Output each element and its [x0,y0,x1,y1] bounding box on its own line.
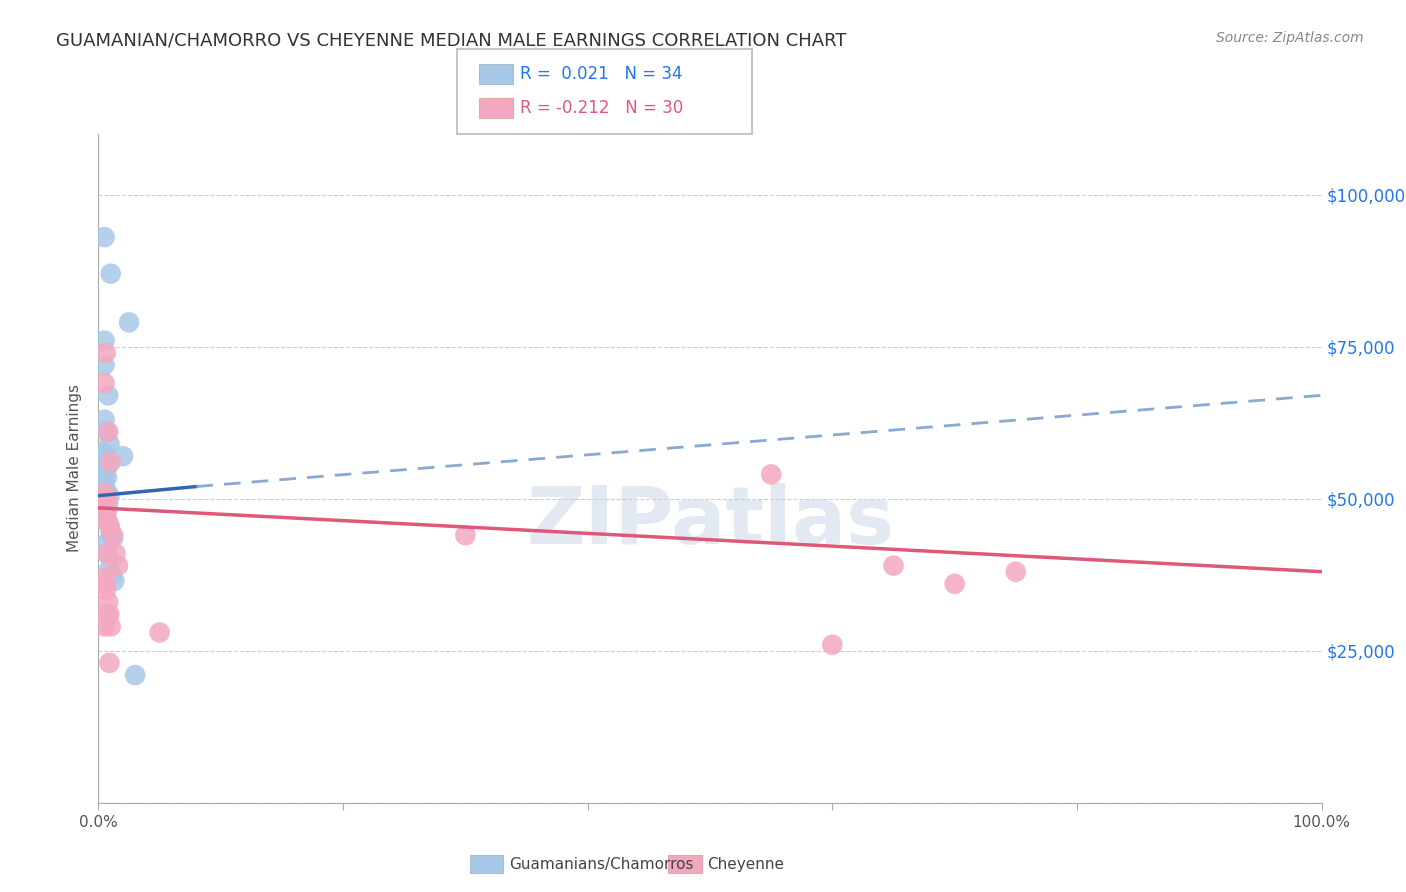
Point [98,489,121,503]
Point [124,668,146,682]
Point [94,577,117,591]
Point [1004,565,1026,579]
Point [98,437,121,451]
Point [149,625,172,640]
Point [96,546,118,560]
Point [93,230,115,244]
Point [96,470,118,484]
Point [93,412,115,426]
Point [93,334,115,348]
Point [96,492,118,507]
Point [94,582,117,597]
Point [107,558,129,573]
Point [761,467,783,482]
Point [94,464,117,478]
Point [93,446,115,460]
Point [93,476,115,491]
Point [98,519,121,533]
Point [103,574,125,588]
Text: Cheyenne: Cheyenne [707,857,785,871]
Point [97,595,120,609]
Point [100,525,122,540]
Point [93,485,115,500]
Point [94,483,117,497]
Point [96,607,118,622]
Point [943,577,966,591]
Point [821,638,844,652]
Point [96,491,118,506]
Point [94,500,117,514]
Point [98,607,121,622]
Text: R =  0.021   N = 34: R = 0.021 N = 34 [520,65,683,83]
Point [93,502,115,516]
Point [100,455,122,469]
Point [96,513,118,527]
Point [101,528,124,542]
Y-axis label: Median Male Earnings: Median Male Earnings [67,384,83,552]
Point [97,425,120,439]
Text: Guamanians/Chamorros: Guamanians/Chamorros [509,857,693,871]
Point [93,358,115,372]
Point [94,345,117,359]
Point [96,425,118,439]
Point [93,491,115,505]
Point [454,528,477,542]
Point [96,546,118,560]
Point [118,315,141,329]
Point [93,619,115,633]
Point [100,619,122,633]
Point [94,452,117,467]
Point [93,376,115,391]
Point [98,519,121,533]
Text: ZIPatlas: ZIPatlas [526,483,894,561]
Point [111,449,134,463]
Point [97,497,120,511]
Point [883,558,905,573]
Point [93,571,115,585]
Point [101,531,124,545]
Point [98,656,121,670]
Point [96,504,118,518]
Point [100,267,122,281]
Text: R = -0.212   N = 30: R = -0.212 N = 30 [520,99,683,117]
Point [97,516,120,530]
Text: Source: ZipAtlas.com: Source: ZipAtlas.com [1216,31,1364,45]
Point [101,567,124,582]
Point [96,485,118,500]
Text: GUAMANIAN/CHAMORRO VS CHEYENNE MEDIAN MALE EARNINGS CORRELATION CHART: GUAMANIAN/CHAMORRO VS CHEYENNE MEDIAN MA… [56,31,846,49]
Point [93,537,115,551]
Point [104,546,127,560]
Point [97,388,120,402]
Point [94,498,117,512]
Point [98,562,121,576]
Point [97,458,120,473]
